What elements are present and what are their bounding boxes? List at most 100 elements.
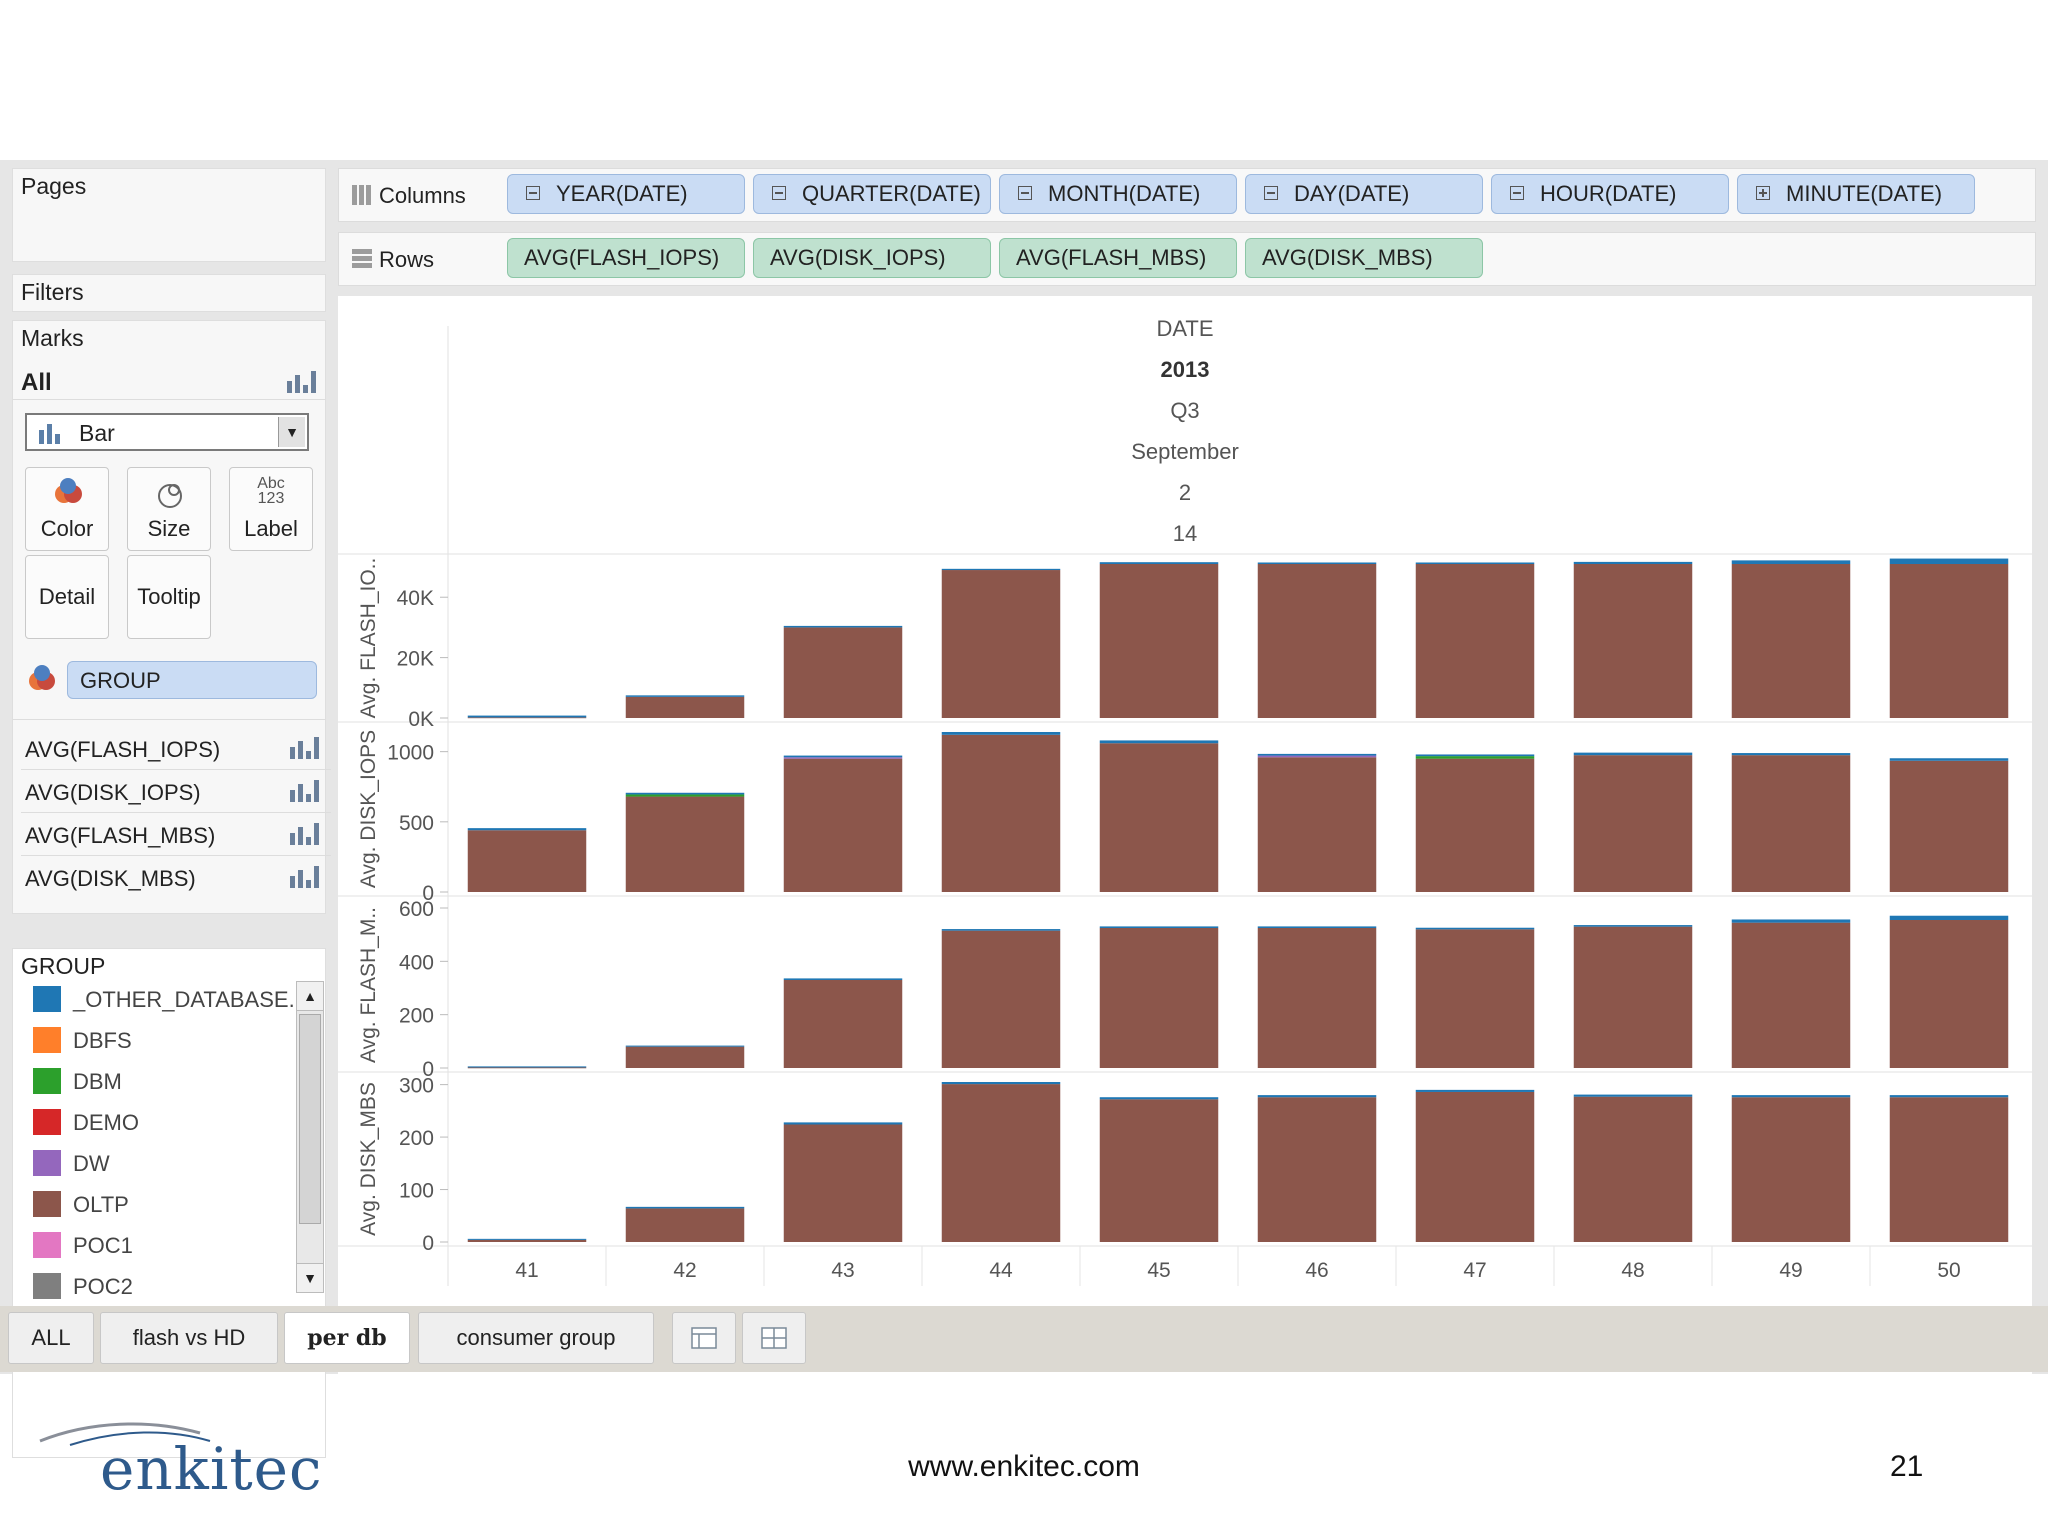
new-worksheet-button[interactable]: [672, 1312, 736, 1364]
bar-segment[interactable]: [1099, 743, 1219, 892]
bar-segment[interactable]: [783, 758, 903, 892]
tab-consumer-group[interactable]: consumer group: [418, 1312, 654, 1364]
bar-segment[interactable]: [1099, 928, 1219, 1068]
bar-segment[interactable]: [625, 695, 745, 697]
group-pill[interactable]: GROUP: [67, 661, 317, 699]
bar-segment[interactable]: [467, 1239, 587, 1242]
bar-segment[interactable]: [1731, 919, 1851, 923]
bar-segment[interactable]: [625, 1208, 745, 1242]
expand-icon[interactable]: [1756, 186, 1770, 200]
bar-segment[interactable]: [1731, 1097, 1851, 1242]
tooltip-button[interactable]: Tooltip: [127, 555, 211, 639]
legend-item[interactable]: DW: [23, 1145, 291, 1183]
bar-segment[interactable]: [783, 627, 903, 718]
chevron-down-icon[interactable]: ▼: [278, 417, 305, 447]
bar-segment[interactable]: [783, 625, 903, 628]
marks-measure-flash-mbs[interactable]: AVG(FLASH_MBS): [21, 815, 331, 856]
row-pill[interactable]: AVG(FLASH_IOPS): [507, 238, 745, 278]
color-button[interactable]: Color: [25, 467, 109, 551]
bar-segment[interactable]: [1099, 1097, 1219, 1100]
collapse-icon[interactable]: [1018, 186, 1032, 200]
scroll-up-arrow[interactable]: ▲: [297, 982, 323, 1011]
bar-segment[interactable]: [467, 830, 587, 892]
detail-button[interactable]: Detail: [25, 555, 109, 639]
bar-segment[interactable]: [941, 734, 1061, 892]
bar-segment[interactable]: [1889, 564, 2009, 718]
legend-item[interactable]: DBFS: [23, 1022, 291, 1060]
bar-segment[interactable]: [1889, 558, 2009, 564]
row-pill[interactable]: AVG(FLASH_MBS): [999, 238, 1237, 278]
bar-segment[interactable]: [1257, 926, 1377, 928]
bar-segment[interactable]: [625, 796, 745, 892]
bar-segment[interactable]: [467, 1067, 587, 1069]
bar-segment[interactable]: [1889, 915, 2009, 920]
bar-segment[interactable]: [1415, 1089, 1535, 1092]
bar-segment[interactable]: [1731, 755, 1851, 892]
bar-segment[interactable]: [941, 1084, 1061, 1242]
bar-segment[interactable]: [1889, 1095, 2009, 1098]
marks-measure-disk-mbs[interactable]: AVG(DISK_MBS): [21, 858, 331, 898]
bar-segment[interactable]: [783, 980, 903, 1068]
bar-segment[interactable]: [1415, 758, 1535, 892]
bar-segment[interactable]: [783, 1124, 903, 1242]
bar-segment[interactable]: [1731, 1095, 1851, 1098]
bar-segment[interactable]: [941, 929, 1061, 931]
bar-segment[interactable]: [1257, 1095, 1377, 1098]
bar-segment[interactable]: [1573, 755, 1693, 892]
rows-shelf[interactable]: Rows AVG(FLASH_IOPS) AVG(DISK_IOPS) AVG(FL…: [338, 232, 2036, 286]
row-pill[interactable]: AVG(DISK_IOPS): [753, 238, 991, 278]
bar-segment[interactable]: [1257, 1097, 1377, 1242]
bar-segment[interactable]: [783, 755, 903, 758]
bar-segment[interactable]: [625, 794, 745, 797]
legend-item[interactable]: POC1: [23, 1227, 291, 1265]
bar-segment[interactable]: [1415, 927, 1535, 930]
bar-segment[interactable]: [941, 732, 1061, 735]
bar-segment[interactable]: [467, 715, 587, 718]
new-dashboard-button[interactable]: [742, 1312, 806, 1364]
column-pill[interactable]: YEAR(DATE): [507, 174, 745, 214]
bar-segment[interactable]: [941, 930, 1061, 1068]
bar-segment[interactable]: [1099, 1099, 1219, 1242]
bar-segment[interactable]: [1731, 922, 1851, 1068]
chart-view[interactable]: DATE 2013 Q3 September 2 14 0K 20K 40K Avg.…: [338, 296, 2032, 1456]
bar-segment[interactable]: [1573, 564, 1693, 718]
bar-segment[interactable]: [1257, 755, 1377, 758]
mark-type-select[interactable]: Bar ▼: [25, 413, 309, 451]
label-button[interactable]: Abc 123 Label: [229, 467, 313, 551]
bar-segment[interactable]: [1573, 752, 1693, 756]
bar-segment[interactable]: [625, 696, 745, 718]
pages-card[interactable]: Pages: [12, 168, 326, 262]
bar-segment[interactable]: [1257, 753, 1377, 756]
bar-segment[interactable]: [1099, 562, 1219, 564]
legend-scrollbar[interactable]: ▲ ▼: [296, 981, 324, 1293]
legend-item[interactable]: DBM: [23, 1063, 291, 1101]
tab-per-db[interactable]: per db: [284, 1312, 410, 1364]
legend-item[interactable]: _OTHER_DATABASE..: [23, 981, 301, 1019]
bar-segment[interactable]: [1889, 760, 2009, 892]
bar-segment[interactable]: [1099, 926, 1219, 928]
bar-segment[interactable]: [1731, 753, 1851, 756]
size-button[interactable]: Size: [127, 467, 211, 551]
bar-segment[interactable]: [1415, 754, 1535, 757]
bar-segment[interactable]: [1257, 757, 1377, 892]
bar-segment[interactable]: [1257, 562, 1377, 564]
bar-segment[interactable]: [625, 792, 745, 795]
tab-all[interactable]: ALL: [8, 1312, 94, 1364]
bar-segment[interactable]: [1099, 564, 1219, 718]
column-pill[interactable]: MINUTE(DATE): [1737, 174, 1975, 214]
bar-segment[interactable]: [625, 1206, 745, 1209]
bar-segment[interactable]: [1415, 1091, 1535, 1242]
bar-segment[interactable]: [625, 1045, 745, 1047]
collapse-icon[interactable]: [1264, 186, 1278, 200]
collapse-icon[interactable]: [1510, 186, 1524, 200]
legend-item[interactable]: DEMO: [23, 1104, 291, 1142]
bar-segment[interactable]: [1573, 1096, 1693, 1242]
column-pill[interactable]: QUARTER(DATE): [753, 174, 991, 214]
bar-segment[interactable]: [1573, 1094, 1693, 1097]
bar-segment[interactable]: [1573, 925, 1693, 927]
collapse-icon[interactable]: [772, 186, 786, 200]
bar-segment[interactable]: [1573, 926, 1693, 1068]
legend-item[interactable]: OLTP: [23, 1186, 291, 1224]
bar-segment[interactable]: [1257, 564, 1377, 718]
